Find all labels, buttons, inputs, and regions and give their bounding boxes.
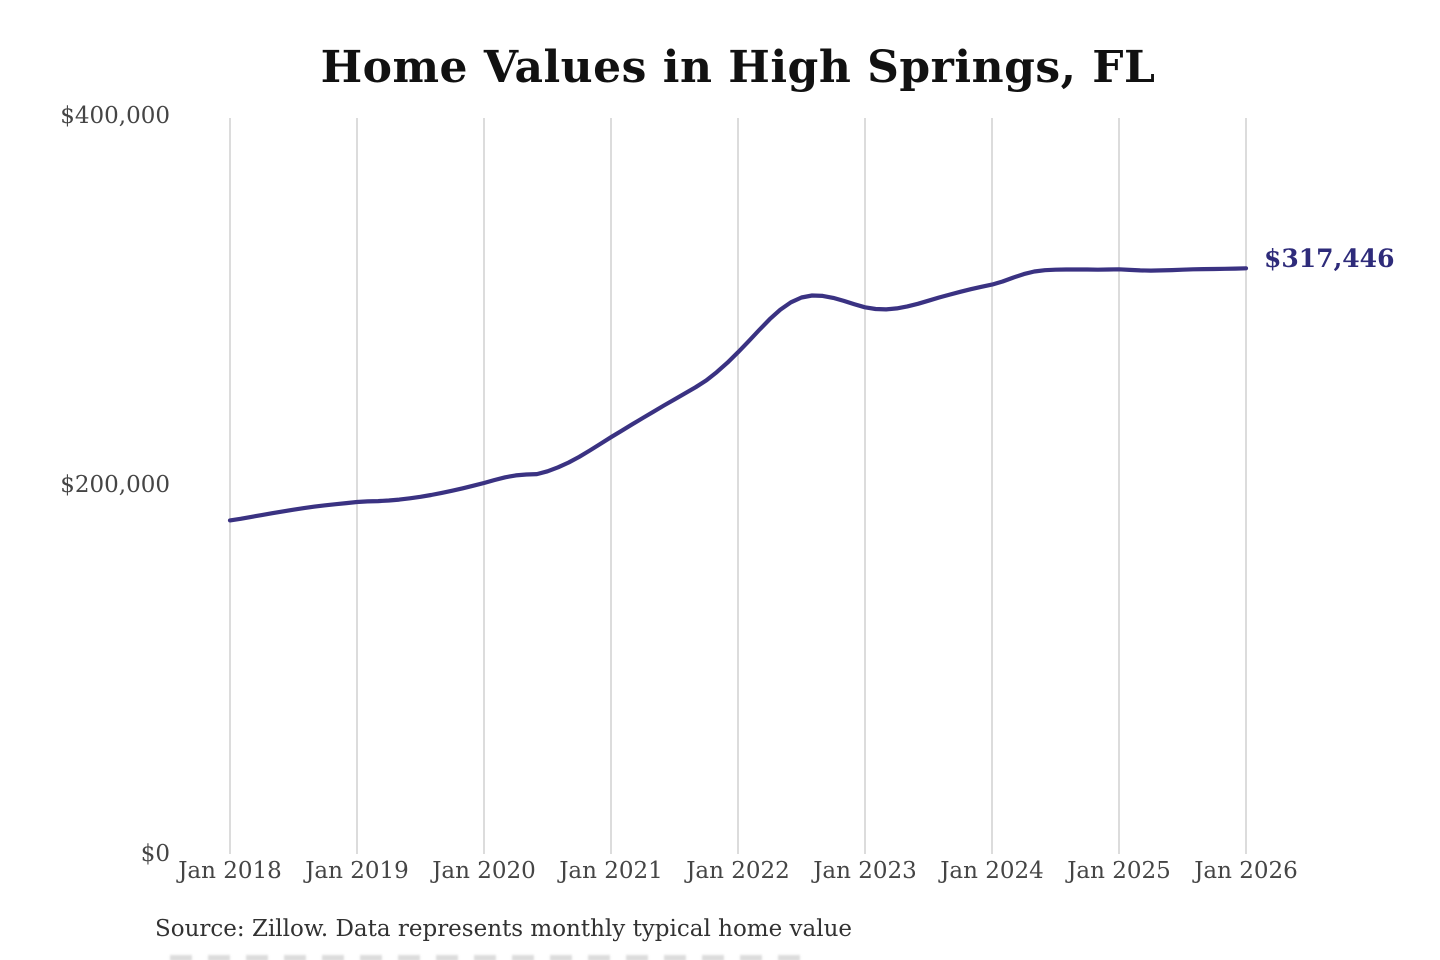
x-tick-label: Jan 2019 xyxy=(305,858,409,884)
home-value-line xyxy=(227,266,1249,523)
cutoff-text-remnant xyxy=(170,955,815,960)
x-tick-label: Jan 2026 xyxy=(1194,858,1298,884)
x-tick-label: Jan 2022 xyxy=(686,858,790,884)
x-tick-label: Jan 2018 xyxy=(178,858,282,884)
chart-title: Home Values in High Springs, FL xyxy=(320,42,1156,93)
y-tick-label: $0 xyxy=(140,841,170,867)
y-tick-label: $400,000 xyxy=(60,103,170,129)
latest-value-label: $317,446 xyxy=(1264,244,1395,274)
x-tick-label: Jan 2021 xyxy=(559,858,663,884)
x-tick-label: Jan 2024 xyxy=(940,858,1044,884)
y-tick-label: $200,000 xyxy=(60,472,170,498)
x-tick-label: Jan 2020 xyxy=(432,858,536,884)
x-tick-label: Jan 2025 xyxy=(1067,858,1171,884)
x-tick-label: Jan 2023 xyxy=(813,858,917,884)
source-note: Source: Zillow. Data represents monthly … xyxy=(155,916,853,942)
